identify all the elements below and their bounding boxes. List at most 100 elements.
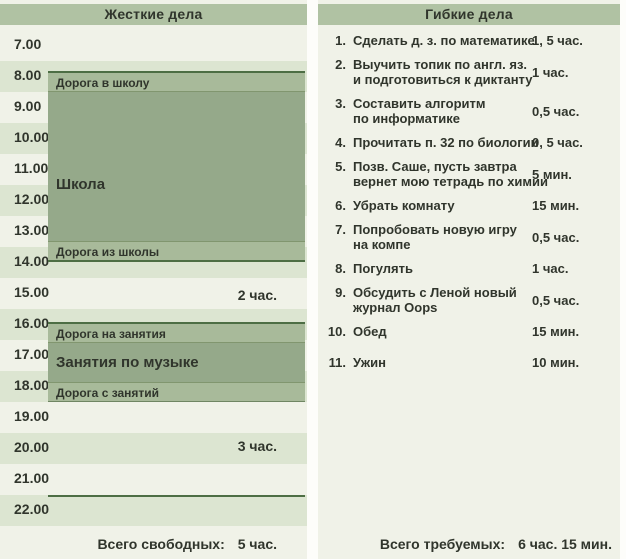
item-duration: 10 мин. <box>532 355 580 370</box>
day-end-line <box>48 495 305 497</box>
time-label: 12.00 <box>14 191 50 207</box>
item-text: Позв. Саше, пусть завтра вернет мою тетр… <box>353 159 549 189</box>
item-text-line1: Сделать д. з. по математике <box>353 33 535 48</box>
item-number: 10. <box>327 324 346 339</box>
flexible-tasks-panel: Гибкие дела 1. Сделать д. з. по математи… <box>318 0 620 559</box>
item-text-line1: Обед <box>353 324 387 339</box>
item-text: Сделать д. з. по математике <box>353 33 535 48</box>
school-block: Дорога в школу Школа Дорога из школы <box>48 71 305 262</box>
item-duration: 1 час. <box>532 261 569 276</box>
required-time-total: Всего требуемых: 6 час. 15 мин. <box>380 536 612 552</box>
item-duration: 1, 5 час. <box>532 33 583 48</box>
item-text-line2: вернет мою тетрадь по химии <box>353 174 549 189</box>
road-to-lessons-strip: Дорога на занятия <box>48 324 305 343</box>
time-row: 15.00 <box>0 278 307 309</box>
list-item: 10. Обед 15 мин. <box>324 324 614 339</box>
hard-tasks-header: Жесткие дела <box>0 4 307 25</box>
time-label: 14.00 <box>14 253 50 269</box>
music-label: Занятия по музыке <box>56 354 199 371</box>
item-text: Попробовать новую игру на компе <box>353 222 532 252</box>
item-text-line1: Прочитать п. 32 по биологии <box>353 135 539 150</box>
item-text: Выучить топик по англ. яз. и подготовить… <box>353 57 532 87</box>
list-item: 11. Ужин 10 мин. <box>324 355 614 370</box>
item-number: 5. <box>335 159 346 174</box>
list-item: 3. Составить алгоритм по информатике 0,5… <box>324 96 614 126</box>
school-block-body: Школа <box>48 92 305 241</box>
hard-tasks-panel: Жесткие дела 7.00 8.00 9.00 10.00 11.00 <box>0 0 307 559</box>
item-duration: 1 час. <box>532 64 569 80</box>
item-text: Убрать комнату <box>353 198 532 213</box>
item-duration: 5 мин. <box>532 166 572 182</box>
item-text: Обсудить с Леной новый журнал Oops <box>353 285 532 315</box>
item-text-line2: по информатике <box>353 111 460 126</box>
item-number: 1. <box>335 33 346 48</box>
music-block: Дорога на занятия Занятия по музыке Доро… <box>48 322 305 402</box>
time-label: 13.00 <box>14 222 50 238</box>
item-text-line2: на компе <box>353 237 411 252</box>
time-row: 11.00 <box>0 154 307 185</box>
item-text-line1: Составить алгоритм <box>353 96 486 111</box>
free-time-total-value: 5 час. <box>237 536 277 552</box>
free-slot-afternoon: 2 час. <box>237 287 277 303</box>
item-number: 6. <box>335 198 346 213</box>
item-duration: 0, 5 час. <box>532 135 583 150</box>
time-row: 20.00 <box>0 433 307 464</box>
time-row: 9.00 <box>0 92 307 123</box>
item-text: Обед <box>353 324 532 339</box>
music-block-body: Занятия по музыке <box>48 343 305 382</box>
item-text-line1: Обсудить с Леной новый <box>353 285 517 300</box>
time-row: 17.00 <box>0 340 307 371</box>
item-text-line2: и подготовиться к диктанту <box>353 72 533 87</box>
item-duration: 0,5 час. <box>532 229 580 245</box>
time-label: 17.00 <box>14 346 50 362</box>
item-text-line1: Выучить топик по англ. яз. <box>353 57 528 72</box>
item-text: Составить алгоритм по информатике <box>353 96 532 126</box>
list-item: 1. Сделать д. з. по математике 1, 5 час. <box>324 33 614 48</box>
school-label: Школа <box>56 176 106 193</box>
item-number: 2. <box>335 57 346 72</box>
item-number: 4. <box>335 135 346 150</box>
time-label: 9.00 <box>14 98 42 114</box>
item-number: 3. <box>335 96 346 111</box>
item-duration: 0,5 час. <box>532 292 580 308</box>
item-duration: 15 мин. <box>532 324 580 339</box>
item-duration: 0,5 час. <box>532 103 580 119</box>
time-label: 19.00 <box>14 408 50 424</box>
time-label: 18.00 <box>14 377 50 393</box>
free-time-total: Всего свободных: 5 час. <box>97 536 277 552</box>
road-to-school-strip: Дорога в школу <box>48 73 305 92</box>
required-time-total-label: Всего требуемых: <box>379 536 506 552</box>
list-item: 6. Убрать комнату 15 мин. <box>324 198 614 213</box>
item-text-line1: Позв. Саше, пусть завтра <box>353 159 517 174</box>
item-duration: 15 мин. <box>532 198 580 213</box>
time-label: 8.00 <box>14 67 42 83</box>
time-label: 21.00 <box>14 470 50 486</box>
list-item: 8. Погулять 1 час. <box>324 261 614 276</box>
item-text-line1: Ужин <box>353 355 386 370</box>
flexible-tasks-list: 1. Сделать д. з. по математике 1, 5 час.… <box>324 33 614 379</box>
list-item: 5. Позв. Саше, пусть завтра вернет мою т… <box>324 159 614 189</box>
time-label: 15.00 <box>14 284 50 300</box>
list-item: 2. Выучить топик по англ. яз. и подготов… <box>324 57 614 87</box>
list-item: 7. Попробовать новую игру на компе 0,5 ч… <box>324 222 614 252</box>
item-text-line1: Погулять <box>353 261 413 276</box>
time-row: 22.00 <box>0 495 307 526</box>
time-row: 7.00 <box>0 30 307 61</box>
time-label: 10.00 <box>14 129 50 145</box>
required-time-total-value: 6 час. 15 мин. <box>518 536 612 552</box>
time-label: 20.00 <box>14 439 50 455</box>
time-row: 19.00 <box>0 402 307 433</box>
time-label: 22.00 <box>14 501 50 517</box>
item-number: 7. <box>335 222 346 237</box>
list-item: 9. Обсудить с Леной новый журнал Oops 0,… <box>324 285 614 315</box>
item-text-line1: Попробовать новую игру <box>353 222 517 237</box>
item-text: Погулять <box>353 261 532 276</box>
item-number: 8. <box>335 261 346 276</box>
time-label: 16.00 <box>14 315 50 331</box>
item-text-line2: журнал Oops <box>353 300 438 315</box>
time-row: 21.00 <box>0 464 307 495</box>
time-label: 11.00 <box>14 160 49 176</box>
item-text: Ужин <box>353 355 532 370</box>
flexible-tasks-header: Гибкие дела <box>318 4 620 25</box>
item-number: 11. <box>328 355 346 370</box>
